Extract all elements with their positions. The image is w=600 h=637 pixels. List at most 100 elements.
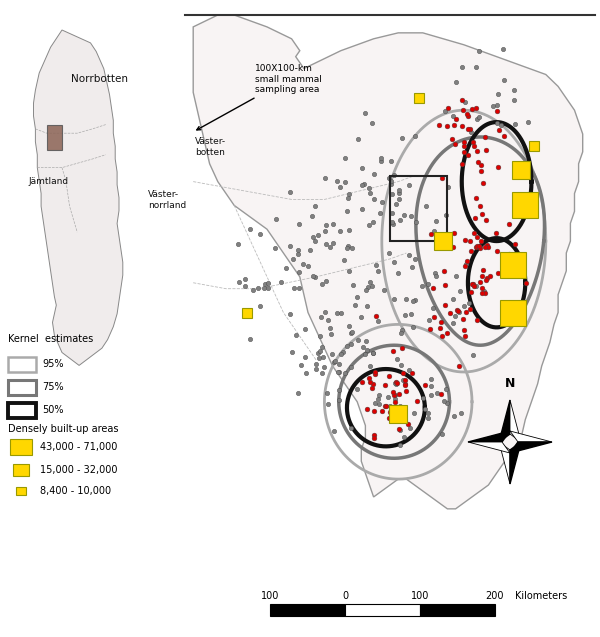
Point: [386, 404, 396, 415]
Point: [443, 182, 453, 192]
Bar: [8, 357, 36, 372]
Point: [448, 134, 457, 144]
Polygon shape: [510, 442, 521, 484]
Point: [386, 176, 396, 187]
Point: [308, 271, 318, 281]
Point: [472, 103, 481, 113]
Point: [459, 140, 469, 150]
Point: [371, 398, 380, 408]
Text: Väster-
norrland: Väster- norrland: [148, 190, 186, 210]
Point: [293, 245, 302, 255]
Point: [347, 243, 356, 253]
Point: [395, 215, 405, 225]
Point: [340, 176, 349, 187]
Point: [301, 352, 310, 362]
Point: [410, 254, 419, 264]
Point: [317, 312, 326, 322]
Point: [310, 201, 320, 211]
Point: [314, 353, 323, 363]
Point: [494, 125, 504, 135]
Point: [477, 288, 487, 298]
Point: [499, 75, 508, 85]
Point: [465, 124, 475, 134]
Point: [375, 208, 385, 218]
Point: [452, 305, 462, 315]
Point: [475, 201, 485, 211]
Point: [509, 85, 519, 95]
Point: [240, 281, 250, 291]
Point: [352, 292, 362, 303]
Point: [373, 266, 383, 276]
Point: [431, 217, 441, 227]
Point: [458, 121, 467, 131]
Bar: [16, 487, 26, 495]
Point: [388, 346, 398, 356]
Point: [384, 248, 394, 258]
Point: [326, 242, 335, 252]
Point: [346, 362, 355, 373]
Point: [367, 383, 377, 394]
Point: [427, 374, 436, 384]
Point: [472, 280, 481, 290]
Point: [320, 307, 330, 317]
Point: [369, 429, 379, 440]
Point: [356, 311, 366, 322]
Point: [439, 233, 448, 243]
Polygon shape: [468, 442, 510, 453]
Point: [394, 188, 404, 198]
Point: [454, 307, 464, 317]
Point: [448, 242, 458, 252]
Bar: [389, 404, 407, 423]
Point: [328, 238, 337, 248]
Point: [479, 286, 489, 296]
Point: [305, 245, 314, 255]
Polygon shape: [510, 431, 552, 442]
Point: [300, 324, 310, 334]
Point: [396, 328, 406, 338]
Point: [492, 118, 502, 129]
Point: [340, 153, 350, 163]
Polygon shape: [34, 30, 123, 366]
Point: [371, 310, 381, 320]
Point: [459, 136, 469, 147]
Bar: [8, 403, 36, 418]
Polygon shape: [510, 400, 521, 442]
Point: [344, 225, 354, 235]
Point: [477, 283, 487, 293]
Point: [406, 308, 415, 318]
Point: [474, 241, 484, 251]
Point: [509, 96, 518, 106]
Point: [388, 219, 398, 229]
Point: [474, 46, 484, 56]
Point: [442, 384, 451, 394]
Point: [510, 119, 520, 129]
Point: [472, 241, 482, 251]
Point: [392, 199, 401, 210]
Point: [329, 426, 339, 436]
Point: [442, 397, 452, 408]
Point: [320, 173, 330, 183]
Point: [428, 303, 437, 313]
Point: [364, 219, 374, 229]
Point: [364, 183, 374, 193]
Text: 0: 0: [342, 591, 348, 601]
Polygon shape: [510, 442, 552, 453]
Point: [387, 189, 397, 199]
Point: [385, 173, 394, 183]
Point: [442, 328, 451, 338]
Point: [346, 424, 356, 434]
Point: [466, 245, 475, 255]
Point: [409, 408, 418, 418]
Point: [406, 211, 416, 221]
Point: [248, 285, 258, 295]
Point: [412, 396, 422, 406]
Point: [334, 366, 343, 376]
Point: [418, 393, 428, 403]
Point: [327, 349, 337, 359]
Point: [344, 241, 353, 252]
Point: [462, 108, 472, 118]
Point: [368, 217, 378, 227]
Point: [365, 361, 375, 371]
Point: [476, 159, 485, 169]
Point: [483, 241, 493, 252]
